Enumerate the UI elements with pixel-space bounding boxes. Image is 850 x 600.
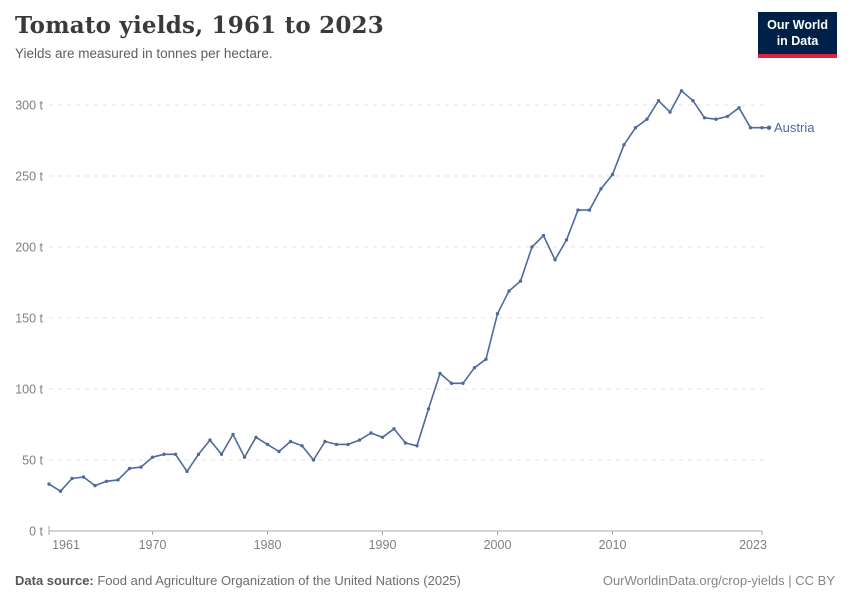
owid-logo: Our World in Data [758, 12, 837, 58]
data-point-marker[interactable] [81, 475, 86, 479]
x-tick-label: 1961 [52, 538, 80, 552]
x-tick-label: 1980 [254, 538, 282, 552]
y-tick-label: 150 t [15, 312, 43, 326]
data-point-marker[interactable] [300, 444, 304, 448]
data-point-marker[interactable] [403, 441, 408, 445]
x-tick-label: 1990 [369, 538, 397, 552]
data-point-marker[interactable] [162, 452, 166, 456]
data-point-marker[interactable] [254, 435, 258, 439]
data-point-marker[interactable] [116, 478, 120, 482]
data-point-marker[interactable] [242, 455, 247, 459]
data-point-marker[interactable] [346, 442, 350, 447]
data-point-marker[interactable] [70, 476, 74, 481]
data-point-marker[interactable] [725, 114, 730, 119]
data-point-marker[interactable] [196, 452, 201, 456]
series-end-label-austria[interactable]: Austria [774, 120, 815, 135]
data-point-marker[interactable] [208, 438, 212, 442]
data-point-marker[interactable] [185, 469, 189, 474]
data-source-text: Food and Agriculture Organization of the… [93, 573, 461, 588]
logo-line1: Our World [767, 18, 828, 32]
data-point-marker[interactable] [633, 126, 638, 130]
data-point-marker[interactable] [415, 444, 419, 448]
data-source-label: Data source: [15, 573, 94, 588]
y-tick-label: 250 t [15, 170, 43, 184]
data-point-marker[interactable] [702, 116, 707, 120]
data-point-marker[interactable] [288, 439, 293, 444]
data-point-marker[interactable] [472, 366, 477, 370]
data-point-marker[interactable] [127, 466, 132, 471]
data-point-marker[interactable] [380, 435, 385, 439]
data-point-marker[interactable] [507, 289, 511, 293]
logo-line2: in Data [776, 34, 819, 49]
credit-link[interactable]: OurWorldinData.org/crop-yields | CC BY [602, 573, 835, 588]
data-point-marker[interactable] [645, 117, 649, 121]
data-point-marker[interactable] [679, 89, 684, 93]
data-point-marker[interactable] [93, 483, 97, 488]
data-point-marker[interactable] [173, 452, 178, 456]
data-point-marker[interactable] [231, 432, 235, 437]
data-point-marker[interactable] [104, 479, 109, 483]
data-point-marker[interactable] [265, 442, 270, 447]
chart-subtitle: Yields are measured in tonnes per hectar… [15, 46, 273, 61]
data-point-marker[interactable] [484, 357, 488, 361]
data-point-marker[interactable] [553, 258, 557, 262]
y-tick-label: 100 t [15, 383, 43, 397]
x-tick-label: 1970 [139, 538, 167, 552]
data-point-marker[interactable] [311, 458, 316, 462]
data-point-marker[interactable] [599, 187, 603, 191]
data-point-marker[interactable] [748, 126, 753, 130]
data-point-marker[interactable] [564, 238, 569, 242]
data-point-marker[interactable] [58, 489, 63, 493]
data-point-marker[interactable] [576, 208, 580, 212]
end-label-dot [766, 125, 772, 130]
line-chart: 0 t 50 t 100 t 150 t 200 t 250 t 300 t 1961 1970… [15, 89, 815, 552]
y-tick-label: 0 t [29, 525, 43, 539]
data-point-marker[interactable] [357, 438, 362, 442]
data-point-marker[interactable] [369, 431, 373, 435]
x-tick-label: 2000 [484, 538, 512, 552]
data-point-marker[interactable] [139, 465, 143, 469]
data-point-marker[interactable] [541, 233, 546, 238]
data-point-marker[interactable] [334, 442, 339, 447]
x-tick-label: 2010 [599, 538, 627, 552]
data-point-marker[interactable] [47, 482, 51, 486]
data-point-marker[interactable] [495, 312, 500, 316]
chart-footer: Data source: Food and Agriculture Organi… [15, 573, 835, 588]
x-tick-label: 2023 [739, 538, 767, 552]
data-point-marker[interactable] [668, 110, 672, 114]
data-point-marker[interactable] [622, 143, 626, 147]
data-point-marker[interactable] [737, 106, 741, 110]
chart-title: Tomato yields, 1961 to 2023 [15, 12, 384, 39]
data-point-marker[interactable] [438, 371, 442, 376]
data-point-marker[interactable] [323, 439, 327, 444]
data-point-marker[interactable] [277, 449, 281, 454]
data-source: Data source: Food and Agriculture Organi… [15, 573, 461, 588]
data-point-marker[interactable] [392, 427, 396, 431]
data-point-marker[interactable] [714, 117, 718, 121]
data-point-marker[interactable] [426, 407, 431, 411]
data-point-marker[interactable] [587, 208, 592, 212]
data-point-marker[interactable] [656, 99, 661, 103]
y-tick-label: 50 t [22, 454, 43, 468]
data-point-marker[interactable] [449, 381, 454, 385]
data-point-marker[interactable] [219, 452, 224, 456]
data-point-marker[interactable] [691, 99, 695, 103]
data-point-marker[interactable] [518, 279, 523, 283]
series-line-austria[interactable] [48, 90, 763, 492]
data-point-marker[interactable] [150, 455, 155, 459]
data-point-marker[interactable] [610, 172, 615, 177]
data-point-marker[interactable] [461, 381, 465, 385]
y-tick-label: 200 t [15, 241, 43, 255]
data-point-marker[interactable] [530, 245, 534, 249]
y-tick-label: 300 t [15, 99, 43, 113]
